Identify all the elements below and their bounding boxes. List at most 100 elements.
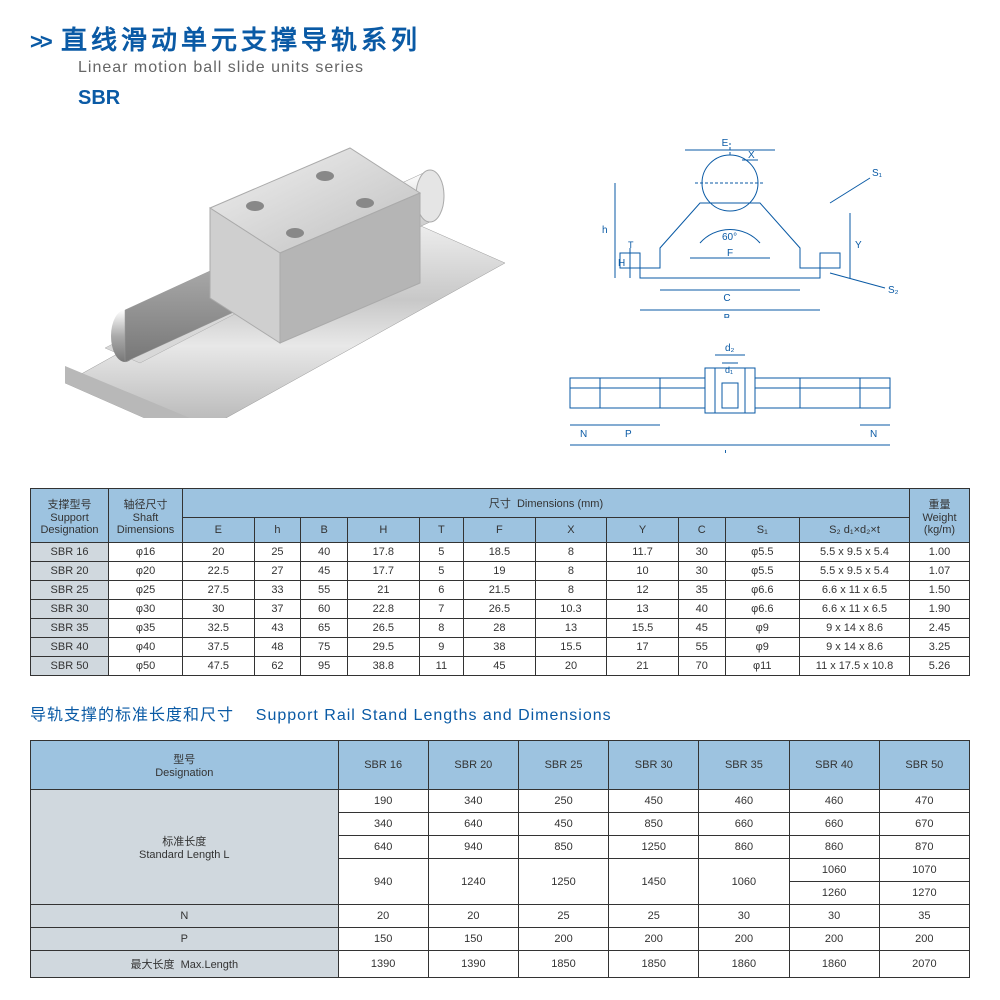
svg-text:d₂: d₂	[725, 343, 735, 354]
table-cell: φ30	[109, 600, 183, 619]
table-cell: 20	[535, 657, 607, 676]
table-cell: 1250	[518, 859, 608, 905]
n-label: N	[31, 905, 339, 928]
table-cell: 1250	[609, 836, 699, 859]
svg-text:E: E	[722, 138, 729, 149]
table-cell: 5.5 x 9.5 x 5.4	[800, 562, 910, 581]
table-cell: 660	[699, 813, 789, 836]
table-cell: 1060	[699, 859, 789, 905]
table-cell: 1850	[518, 951, 608, 978]
table-cell: 3.25	[910, 638, 970, 657]
table-cell: 200	[879, 928, 969, 951]
table-cell: 55	[301, 581, 348, 600]
table-cell: 40	[301, 543, 348, 562]
table-cell: φ5.5	[725, 562, 799, 581]
table-cell: 1860	[789, 951, 879, 978]
engineering-diagrams: 60° E X h H T Y S₁	[530, 118, 970, 468]
table-cell: 25	[609, 905, 699, 928]
table-cell: 11.7	[607, 543, 679, 562]
table-cell: 470	[879, 790, 969, 813]
table-row-header: SBR 16	[31, 543, 109, 562]
std-length-label: 标准长度Standard Length L	[31, 790, 339, 905]
table-cell: 1450	[609, 859, 699, 905]
table-cell: 20	[338, 905, 428, 928]
svg-text:60°: 60°	[722, 232, 737, 243]
table-cell: 870	[879, 836, 969, 859]
table-cell: 62	[254, 657, 301, 676]
header: >> 直线滑动单元支撑导轨系列 Linear motion ball slide…	[30, 20, 970, 110]
svg-text:Y: Y	[855, 240, 862, 251]
svg-text:L: L	[724, 449, 730, 453]
table-cell: 460	[789, 790, 879, 813]
table-cell: 6.6 x 11 x 6.5	[800, 600, 910, 619]
table-cell: 11 x 17.5 x 10.8	[800, 657, 910, 676]
svg-text:X: X	[748, 150, 755, 161]
table-cell: 9	[419, 638, 463, 657]
title-chinese: 直线滑动单元支撑导轨系列	[61, 25, 421, 55]
table-cell: 47.5	[183, 657, 255, 676]
title-english: Linear motion ball slide units series	[78, 59, 970, 77]
svg-text:d₁: d₁	[725, 365, 733, 375]
svg-text:N: N	[580, 429, 587, 440]
table-cell: 1.50	[910, 581, 970, 600]
table-cell: 45	[464, 657, 536, 676]
table-cell: 5	[419, 562, 463, 581]
table-cell: 33	[254, 581, 301, 600]
table-cell: φ20	[109, 562, 183, 581]
table-cell: φ5.5	[725, 543, 799, 562]
table-cell: 26.5	[348, 619, 420, 638]
table-cell: φ25	[109, 581, 183, 600]
table-cell: 21	[348, 581, 420, 600]
table-cell: 29.5	[348, 638, 420, 657]
cross-section-diagram: 60° E X h H T Y S₁	[530, 118, 970, 318]
table-cell: 30	[699, 905, 789, 928]
table-cell: 1.07	[910, 562, 970, 581]
table-cell: 1070	[879, 859, 969, 882]
table-cell: 1390	[428, 951, 518, 978]
table-cell: 6	[419, 581, 463, 600]
svg-text:P: P	[625, 429, 632, 440]
table-cell: 1240	[428, 859, 518, 905]
table-cell: 2070	[879, 951, 969, 978]
table-cell: 30	[678, 543, 725, 562]
series-label: SBR	[78, 87, 970, 110]
table-cell: 43	[254, 619, 301, 638]
table-row-header: SBR 50	[31, 657, 109, 676]
table-cell: 45	[301, 562, 348, 581]
table-cell: 8	[535, 543, 607, 562]
table-cell: 70	[678, 657, 725, 676]
table-cell: φ50	[109, 657, 183, 676]
table-cell: 22.5	[183, 562, 255, 581]
table-cell: 20	[428, 905, 518, 928]
table-cell: 1390	[338, 951, 428, 978]
table-cell: 1.90	[910, 600, 970, 619]
table-cell: 460	[699, 790, 789, 813]
table-cell: φ9	[725, 619, 799, 638]
table-cell: 1860	[699, 951, 789, 978]
table-cell: φ6.6	[725, 600, 799, 619]
table-cell: φ6.6	[725, 581, 799, 600]
table-cell: 1850	[609, 951, 699, 978]
table-cell: 10	[607, 562, 679, 581]
table-cell: 940	[338, 859, 428, 905]
table-cell: 27.5	[183, 581, 255, 600]
svg-text:h: h	[602, 225, 608, 236]
table-cell: 27	[254, 562, 301, 581]
table-cell: 660	[789, 813, 879, 836]
table-cell: 1060	[789, 859, 879, 882]
table-cell: 5.5 x 9.5 x 5.4	[800, 543, 910, 562]
table-cell: 8	[419, 619, 463, 638]
table-cell: 640	[428, 813, 518, 836]
table-cell: 12	[607, 581, 679, 600]
table-cell: 250	[518, 790, 608, 813]
table-cell: 95	[301, 657, 348, 676]
table-cell: 13	[607, 600, 679, 619]
table-cell: 2.45	[910, 619, 970, 638]
svg-text:H: H	[618, 258, 625, 269]
table-cell: 30	[678, 562, 725, 581]
table-cell: 17.7	[348, 562, 420, 581]
length-diagram: d₂ d₁ N P N L	[530, 333, 970, 453]
table-cell: 25	[518, 905, 608, 928]
table-cell: 200	[518, 928, 608, 951]
table-row-header: SBR 40	[31, 638, 109, 657]
